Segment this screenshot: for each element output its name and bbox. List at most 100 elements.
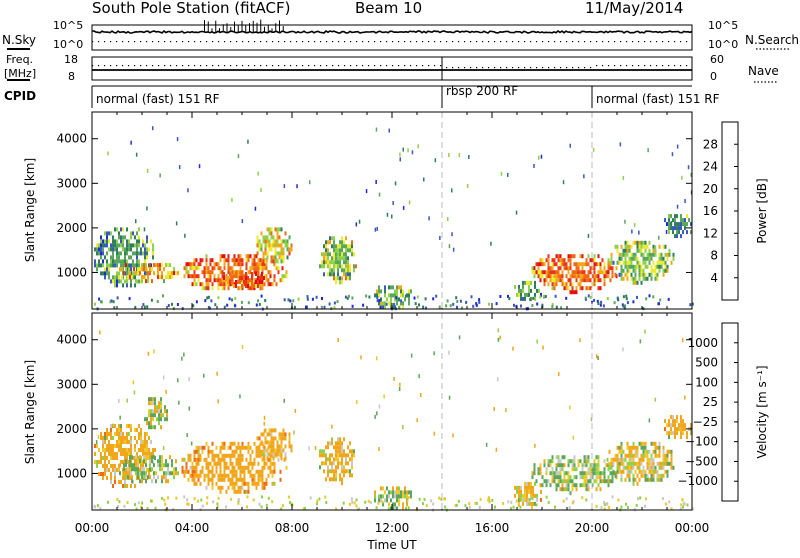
echo-cell: [518, 493, 520, 498]
echo-cell: [193, 258, 196, 263]
echo-cell: [396, 293, 398, 298]
echo-cell: [140, 251, 142, 256]
echo-cell: [146, 235, 148, 240]
echo-cell: [622, 260, 625, 265]
nsearch-trace-dot: [236, 41, 238, 43]
echo-cell: [247, 465, 250, 470]
echo-cell: [223, 441, 226, 446]
echo-cell: [650, 268, 653, 273]
echo-cell: [605, 270, 608, 275]
nave-trace-dot: [326, 65, 328, 67]
echo-cell: [193, 282, 196, 287]
echo-cell: [618, 445, 621, 450]
nsearch-trace-dot: [506, 41, 508, 43]
nave-trace-dot: [620, 65, 622, 67]
echo-cell: [197, 473, 200, 478]
echo-cell: [259, 286, 262, 291]
echo-cell: [195, 300, 198, 304]
echo-cell: [157, 263, 159, 268]
echo-cell: [595, 467, 598, 472]
noise-cell: [126, 398, 128, 403]
echo-cell: [589, 266, 592, 271]
nsearch-trace-dot: [314, 41, 316, 43]
echo-cell: [187, 270, 190, 275]
echo-cell: [392, 486, 394, 491]
echo-cell: [541, 274, 544, 279]
echo-cell: [668, 423, 670, 428]
echo-cell: [145, 267, 147, 272]
echo-cell: [258, 502, 261, 506]
echo-cell: [331, 465, 333, 470]
echo-cell: [271, 469, 274, 474]
echo-cell: [516, 292, 518, 297]
echo-cell: [274, 243, 277, 248]
echo-cell: [364, 500, 367, 504]
echo-cell: [150, 401, 152, 406]
echo-cell: [191, 262, 194, 267]
echo-cell: [475, 501, 478, 505]
echo-cell: [219, 282, 222, 287]
echo-cell: [630, 244, 633, 249]
echo-cell: [183, 274, 186, 279]
echo-cell: [106, 448, 108, 452]
nave-trace-dot: [518, 67, 520, 69]
echo-cell: [464, 504, 467, 508]
echo-cell: [551, 455, 554, 460]
echo-cell: [560, 306, 563, 310]
echo-cell: [261, 473, 264, 478]
echo-cell: [589, 270, 592, 275]
echo-cell: [146, 507, 149, 511]
echo-cell: [241, 441, 244, 446]
echo-cell: [131, 475, 133, 480]
echo-cell: [114, 239, 116, 244]
echo-cell: [587, 455, 590, 460]
echo-cell: [225, 489, 228, 494]
echo-cell: [207, 295, 210, 299]
echo-cell: [609, 471, 612, 476]
echo-cell: [225, 453, 228, 458]
echo-cell: [219, 254, 222, 259]
echo-cell: [526, 497, 528, 502]
echo-cell: [112, 468, 114, 472]
noise-cell: [130, 140, 132, 145]
echo-cell: [257, 477, 260, 482]
echo-cell: [390, 301, 392, 306]
echo-cell: [630, 465, 633, 470]
nave-tick-bottom: 0: [710, 70, 717, 83]
echo-cell: [247, 270, 250, 275]
echo-cell: [118, 432, 120, 436]
echo-cell: [680, 226, 682, 231]
echo-cell: [113, 306, 116, 310]
echo-cell: [235, 481, 238, 486]
echo-cell: [221, 270, 224, 275]
echo-cell: [112, 247, 114, 252]
echo-cell: [262, 251, 265, 256]
echo-cell: [273, 481, 276, 486]
echo-cell: [227, 262, 230, 267]
echo-cell: [349, 441, 351, 446]
echo-cell: [379, 305, 382, 309]
echo-cell: [205, 262, 208, 267]
echo-cell: [140, 432, 142, 436]
echo-cell: [228, 297, 231, 301]
echo-cell: [209, 477, 212, 482]
echo-cell: [384, 490, 386, 495]
echo-cell: [325, 248, 327, 253]
echo-cell: [205, 473, 208, 478]
echo-cell: [247, 258, 250, 263]
echo-cell: [630, 264, 633, 269]
echo-cell: [260, 440, 263, 445]
echo-cell: [267, 465, 270, 470]
echo-cell: [237, 489, 240, 494]
echo-cell: [624, 240, 627, 245]
echo-cell: [404, 297, 406, 302]
echo-cell: [205, 465, 208, 470]
echo-cell: [104, 456, 106, 460]
echo-cell: [644, 260, 647, 265]
nsearch-trace-dot: [464, 41, 466, 43]
echo-cell: [528, 284, 530, 289]
echo-cell: [134, 428, 136, 432]
echo-cell: [272, 444, 275, 449]
echo-cell: [652, 469, 655, 474]
